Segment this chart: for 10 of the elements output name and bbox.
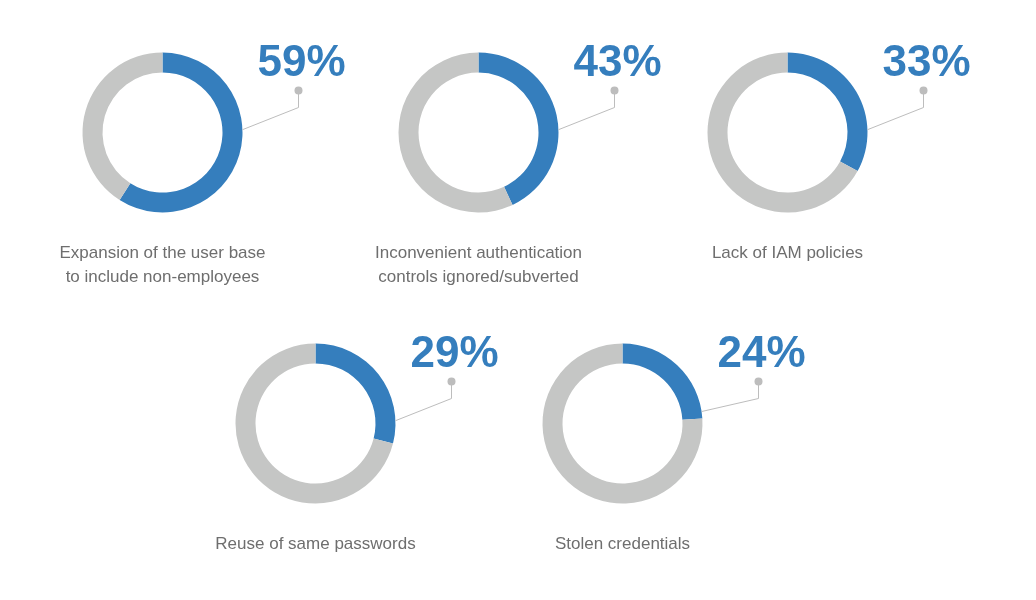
text: Inconvenient authentication controls ignored/subverted: [375, 242, 583, 287]
data-label: 33%: [882, 36, 971, 85]
text: Lack of IAM policies: [711, 242, 864, 262]
text: Expansion of the user base to include non-employees: [59, 242, 266, 287]
data-label: 29%: [410, 327, 499, 376]
data-label: 24%: [717, 327, 806, 376]
text: Reuse of same passwords: [215, 533, 416, 553]
text: Stolen credentials: [554, 533, 691, 553]
data-label: 59%: [257, 36, 346, 85]
data-label: 43%: [573, 36, 662, 85]
